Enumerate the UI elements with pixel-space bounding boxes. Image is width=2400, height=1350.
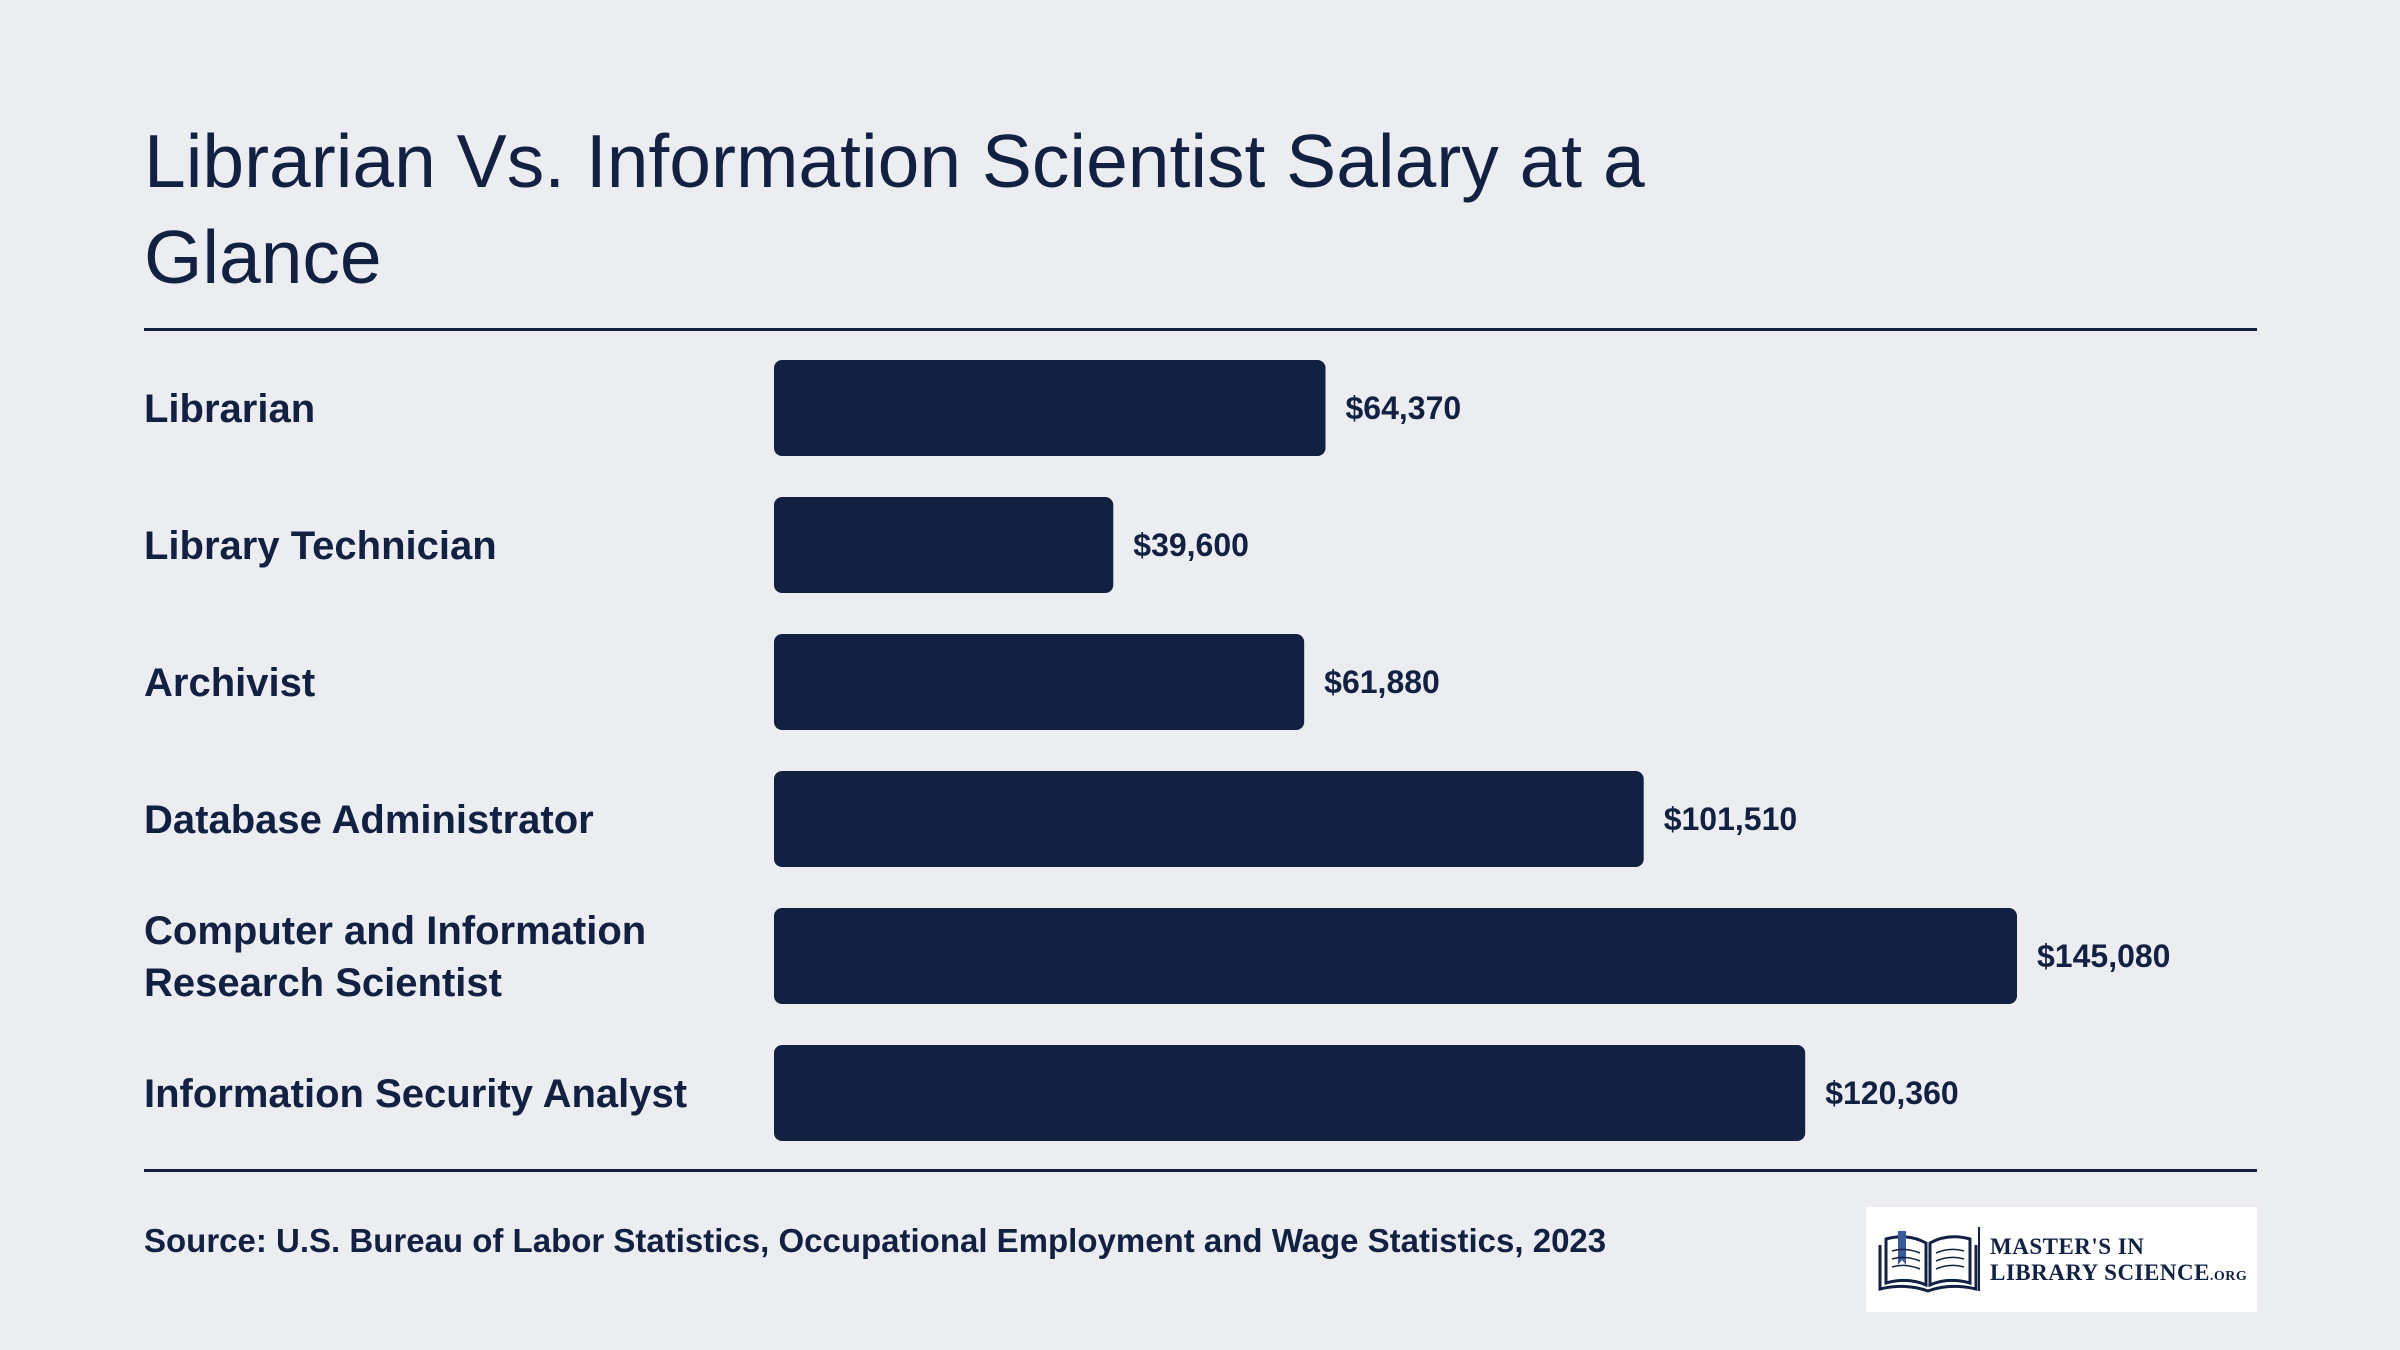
value-label-archivist: $61,880: [1324, 664, 1440, 700]
bottom-divider: [144, 1169, 2257, 1172]
source-note: Source: U.S. Bureau of Labor Statistics,…: [144, 1222, 1607, 1259]
logo-line-2: LIBRARY SCIENCE.ORG: [1990, 1260, 2247, 1290]
bar-library-technician: [774, 497, 1114, 593]
category-label-archivist: Archivist: [144, 661, 315, 705]
logo-line-1: MASTER'S IN: [1990, 1234, 2145, 1259]
value-label-information-security-analyst: $120,360: [1825, 1075, 1958, 1111]
bar-information-security-analyst: [774, 1045, 1806, 1141]
chart-title: Librarian Vs. Information Scientist Sala…: [144, 119, 1645, 299]
category-label-information-security-analyst: Information Security Analyst: [144, 1072, 687, 1116]
bar-librarian: [774, 360, 1326, 456]
logo-text: MASTER'S IN LIBRARY SCIENCE.ORG: [1990, 1234, 2247, 1290]
value-label-librarian: $64,370: [1346, 390, 1462, 426]
category-label-library-technician: Library Technician: [144, 524, 497, 568]
logo[interactable]: MASTER'S IN LIBRARY SCIENCE.ORG: [1866, 1207, 2257, 1312]
logo-divider: [1978, 1227, 1980, 1291]
category-label-computer-and-information-research-scientist: Computer and Information Research Scienti…: [144, 909, 646, 1005]
value-label-library-technician: $39,600: [1133, 527, 1249, 563]
bar-archivist: [774, 634, 1305, 730]
logo-line-2-suffix: .ORG: [2209, 1269, 2248, 1284]
category-label-database-administrator: Database Administrator: [144, 798, 594, 842]
top-divider: [144, 328, 2257, 331]
category-label-librarian: Librarian: [144, 387, 315, 431]
open-book-icon: [1878, 1231, 1978, 1293]
logo-line-2-main: LIBRARY SCIENCE: [1990, 1260, 2210, 1285]
value-label-computer-and-information-research-scientist: $145,080: [2037, 938, 2170, 974]
bar-computer-and-information-research-scientist: [774, 908, 2017, 1004]
bar-database-administrator: [774, 771, 1644, 867]
value-label-database-administrator: $101,510: [1664, 801, 1797, 837]
